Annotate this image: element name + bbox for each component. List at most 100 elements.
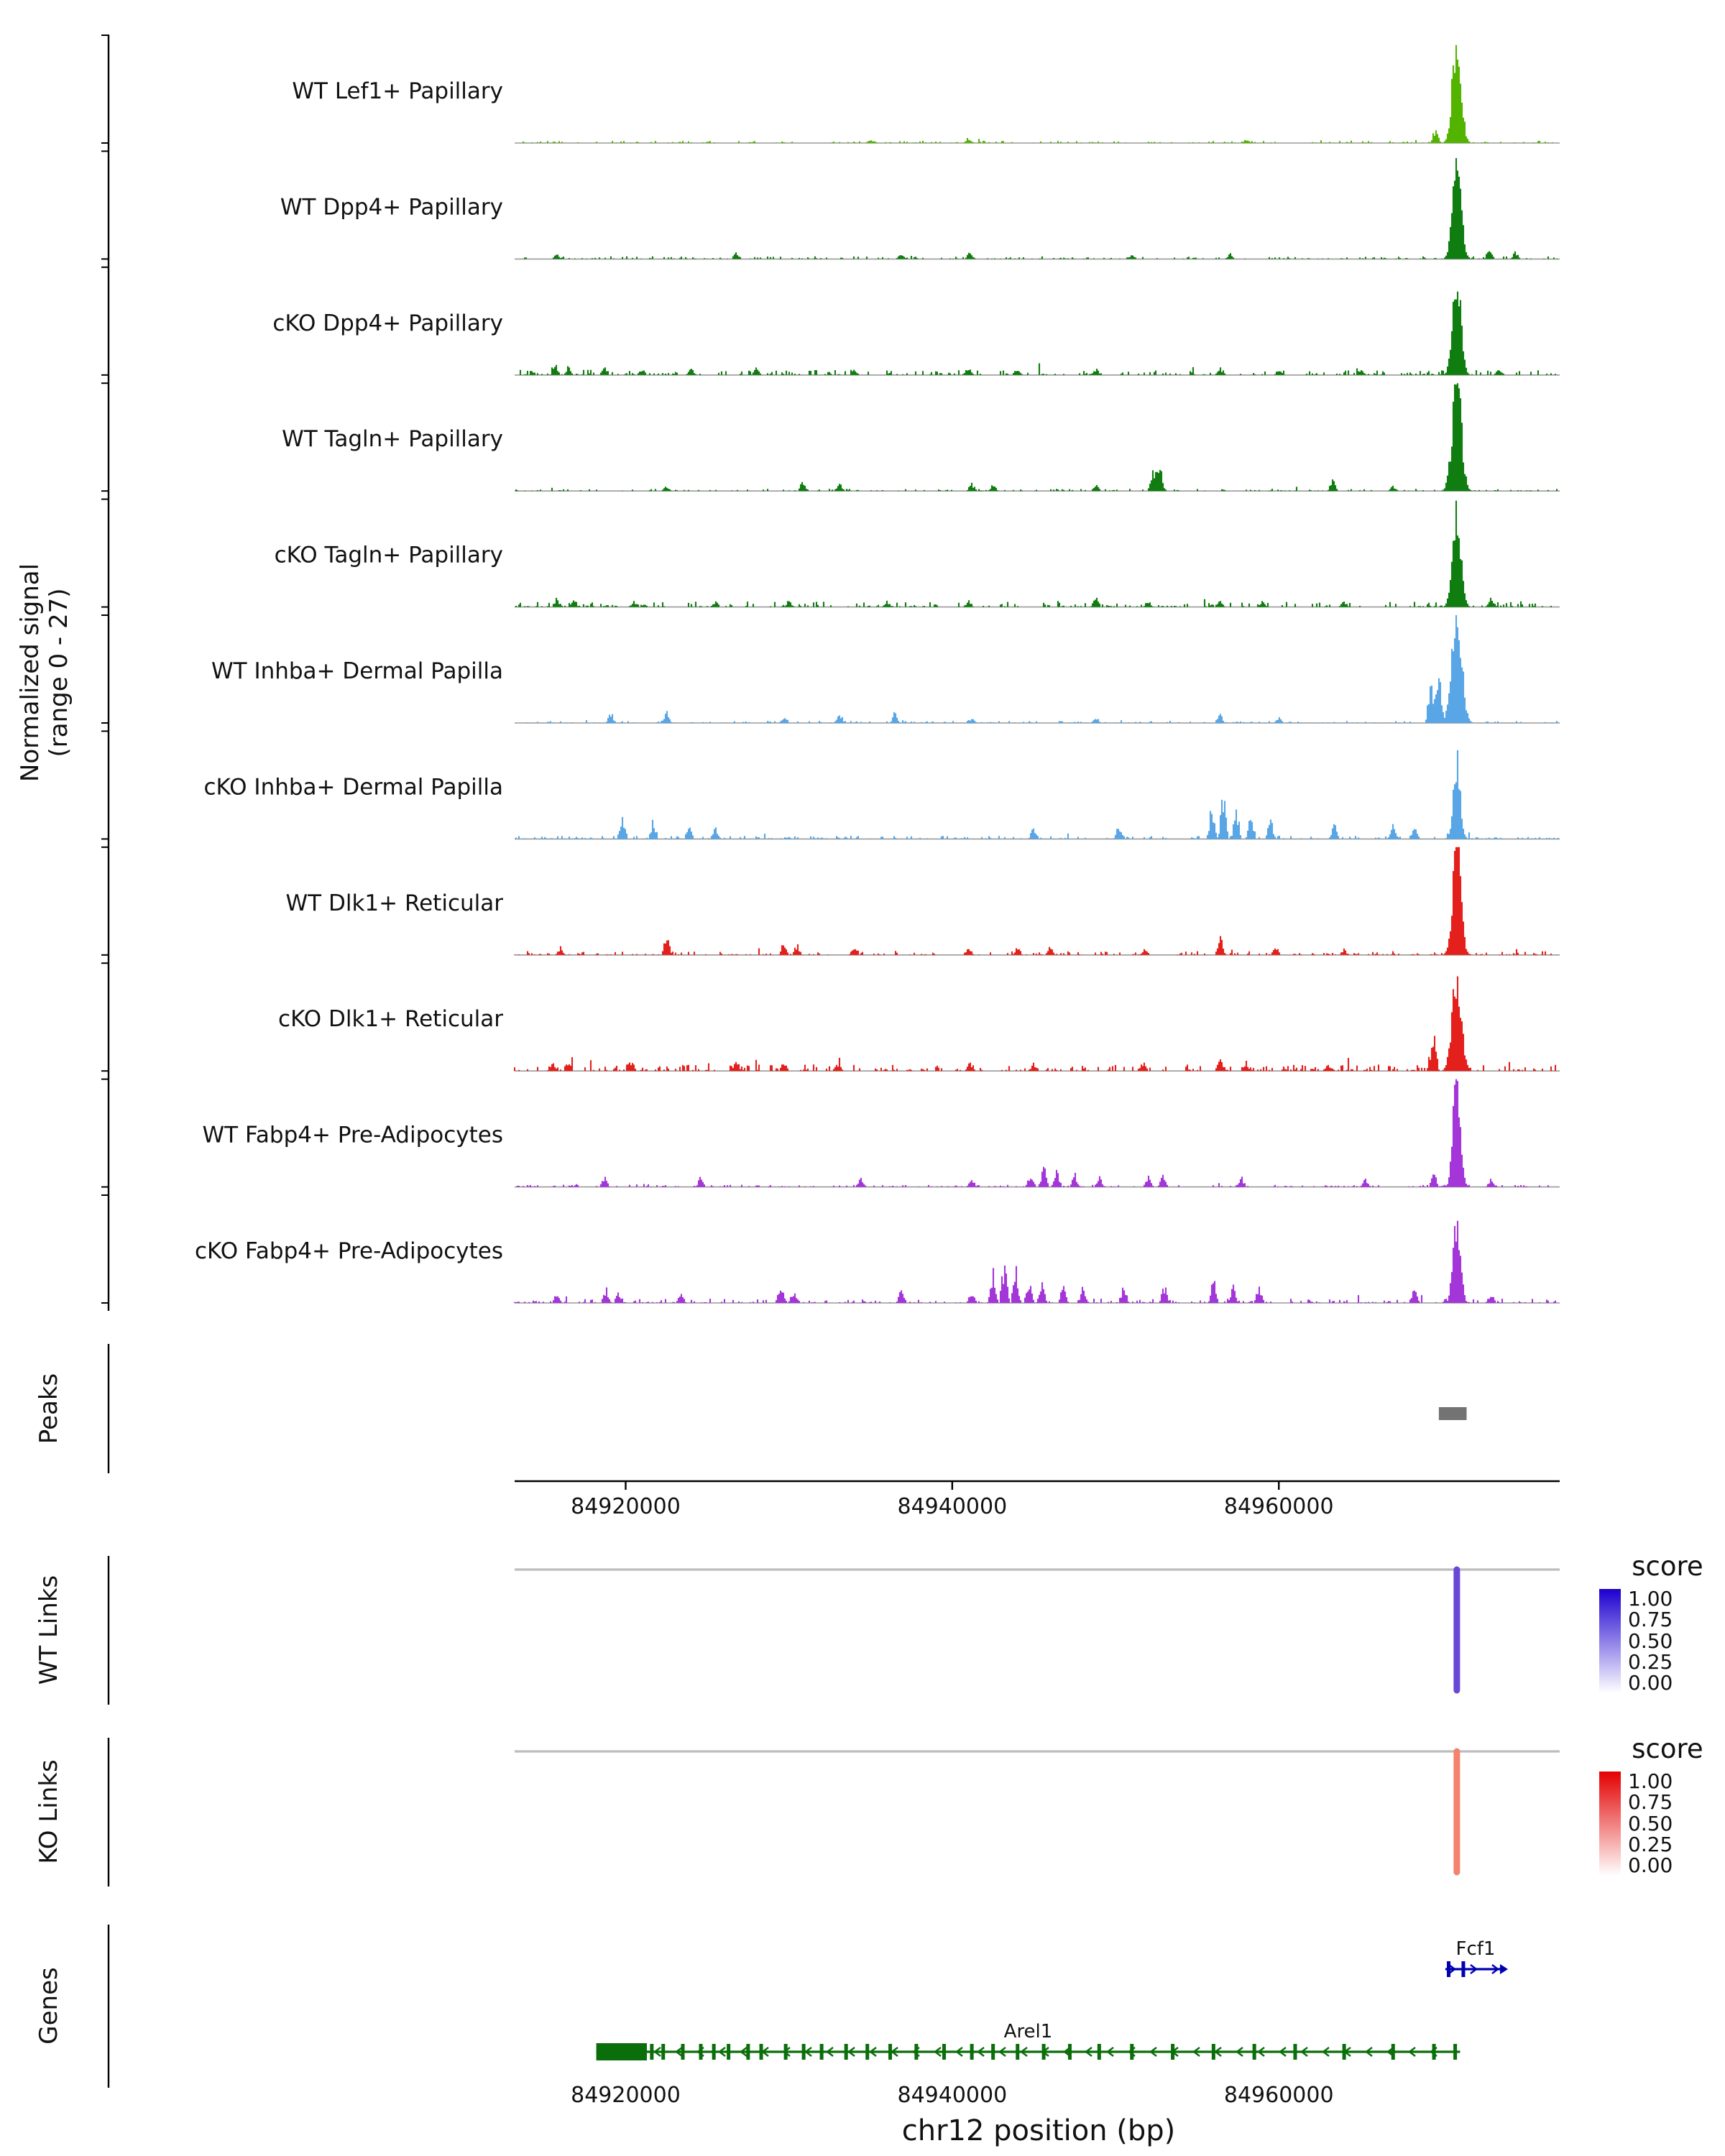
strand-arrow-icon: [761, 2047, 769, 2057]
ko-score-legend: score 1.00 0.75 0.50 0.25 0.00: [1599, 1733, 1725, 1876]
legend-tick: 0.50: [1628, 1811, 1673, 1835]
gene-exon: [1252, 2044, 1256, 2060]
gene-exon: [699, 2044, 703, 2060]
strand-arrow-icon: [998, 2047, 1006, 2057]
gene-exon: [1211, 2044, 1215, 2060]
strand-arrow-icon: [1063, 2047, 1071, 2057]
strand-arrow-icon: [718, 2047, 726, 2057]
axis-tick-label: 84940000: [898, 1494, 1008, 1519]
gene-exon: [1097, 2044, 1101, 2060]
ko-score-legend-ticks: 1.00 0.75 0.50 0.25 0.00: [1628, 1772, 1673, 1876]
gene-exon: [1293, 2044, 1297, 2060]
legend-tick: 0.75: [1628, 1608, 1673, 1632]
gene-exon: [1461, 1961, 1466, 1977]
strand-arrow-icon: [1085, 2047, 1092, 2057]
gene-exon: [1453, 2044, 1458, 2060]
gene-label: Fcf1: [1456, 1938, 1496, 1960]
gene-exon: [596, 2043, 648, 2060]
strand-arrow-icon: [1236, 2047, 1243, 2057]
x-axis-label: chr12 position (bp): [901, 2114, 1176, 2147]
strand-arrow-icon: [1322, 2047, 1330, 2057]
track-label: cKO Dpp4+ Papillary: [272, 310, 503, 336]
gene-exon: [914, 2044, 919, 2060]
strand-arrow-icon: [1470, 1964, 1478, 1974]
track-label: WT Fabp4+ Pre-Adipocytes: [203, 1123, 504, 1148]
coverage-track: [523, 158, 1558, 259]
strand-arrow-icon: [934, 2047, 942, 2057]
strand-arrowhead-icon: [1500, 1964, 1509, 1974]
coverage-track: [519, 291, 1557, 375]
gene-exon: [1447, 1961, 1451, 1977]
strand-arrow-icon: [1192, 2047, 1200, 2057]
strand-arrow-icon: [869, 2047, 877, 2057]
gene-exon: [746, 2044, 750, 2060]
gene-exon: [1016, 2044, 1020, 2060]
strand-arrow-icon: [977, 2047, 985, 2057]
strand-arrow-icon: [1257, 2047, 1265, 2057]
axis-tick-label: 84940000: [898, 2083, 1008, 2108]
gene-exon: [819, 2044, 824, 2060]
wt-score-legend-ticks: 1.00 0.75 0.50 0.25 0.00: [1628, 1589, 1673, 1693]
wt-score-legend: score 1.00 0.75 0.50 0.25 0.00: [1599, 1551, 1725, 1693]
legend-tick: 0.50: [1628, 1628, 1673, 1653]
track-label: WT Dlk1+ Reticular: [286, 890, 504, 916]
axis-tick-label: 84960000: [1224, 1494, 1334, 1519]
gene-exon: [888, 2044, 893, 2060]
gene-exon: [712, 2044, 716, 2060]
strand-arrow-icon: [912, 2047, 920, 2057]
strand-arrow-icon: [891, 2047, 898, 2057]
strand-arrow-icon: [696, 2047, 704, 2057]
gene-exon: [865, 2044, 870, 2060]
strand-arrow-icon: [653, 2047, 661, 2057]
strand-arrow-icon: [1386, 2047, 1394, 2057]
strand-arrow-icon: [826, 2047, 834, 2057]
legend-tick: 1.00: [1628, 1769, 1673, 1793]
wt-score-legend-gradient: [1599, 1589, 1621, 1693]
wt-score-legend-title: score: [1632, 1551, 1703, 1582]
strand-arrow-icon: [955, 2047, 963, 2057]
track-label: cKO Inhba+ Dermal Papilla: [204, 774, 504, 800]
strand-arrow-icon: [1365, 2047, 1373, 2057]
coverage-track: [522, 45, 1554, 143]
strand-arrow-icon: [1279, 2047, 1287, 2057]
coverage-track: [526, 615, 1560, 723]
strand-arrow-icon: [1020, 2047, 1028, 2057]
coverage-track: [513, 976, 1557, 1072]
ko-score-legend-gradient: [1599, 1772, 1621, 1876]
legend-tick: 0.25: [1628, 1649, 1673, 1674]
strand-arrow-icon: [1300, 2047, 1308, 2057]
strand-arrow-icon: [1041, 2047, 1049, 2057]
legend-tick: 0.00: [1628, 1671, 1673, 1695]
strand-arrow-icon: [1343, 2047, 1351, 2057]
gene-exon: [1391, 2044, 1395, 2060]
gene-exon: [991, 2044, 995, 2060]
legend-tick: 0.75: [1628, 1790, 1673, 1815]
track-label: WT Dpp4+ Papillary: [280, 194, 503, 220]
track-label: cKO Tagln+ Papillary: [275, 543, 503, 568]
strand-arrow-icon: [675, 2047, 683, 2057]
track-label: WT Tagln+ Papillary: [282, 426, 503, 452]
strand-arrow-icon: [740, 2047, 748, 2057]
strand-arrow-icon: [1408, 2047, 1416, 2057]
gene-exon: [1432, 2044, 1436, 2060]
peak-region: [1438, 1407, 1467, 1420]
strand-arrow-icon: [1149, 2047, 1157, 2057]
ko-score-legend-title: score: [1632, 1733, 1703, 1764]
coverage-track: [513, 1220, 1557, 1303]
strand-arrow-icon: [804, 2047, 812, 2057]
track-label: cKO Dlk1+ Reticular: [278, 1006, 503, 1032]
gene-exon: [783, 2044, 788, 2060]
strand-arrow-icon: [1214, 2047, 1222, 2057]
coverage-track: [515, 383, 1558, 492]
track-label: WT Lef1+ Papillary: [292, 78, 503, 104]
track-label: WT Inhba+ Dermal Papilla: [211, 658, 503, 684]
legend-tick: 0.00: [1628, 1853, 1673, 1877]
gene-exon: [801, 2044, 806, 2060]
gene-exon: [844, 2044, 848, 2060]
strand-arrow-icon: [1430, 2047, 1438, 2057]
gene-exon: [1130, 2044, 1134, 2060]
axis-tick-label: 84920000: [571, 1494, 681, 1519]
strand-arrow-icon: [1128, 2047, 1136, 2057]
